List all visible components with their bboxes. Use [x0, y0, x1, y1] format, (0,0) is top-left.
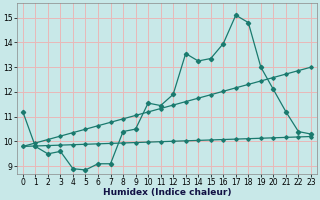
X-axis label: Humidex (Indice chaleur): Humidex (Indice chaleur) — [103, 188, 231, 197]
